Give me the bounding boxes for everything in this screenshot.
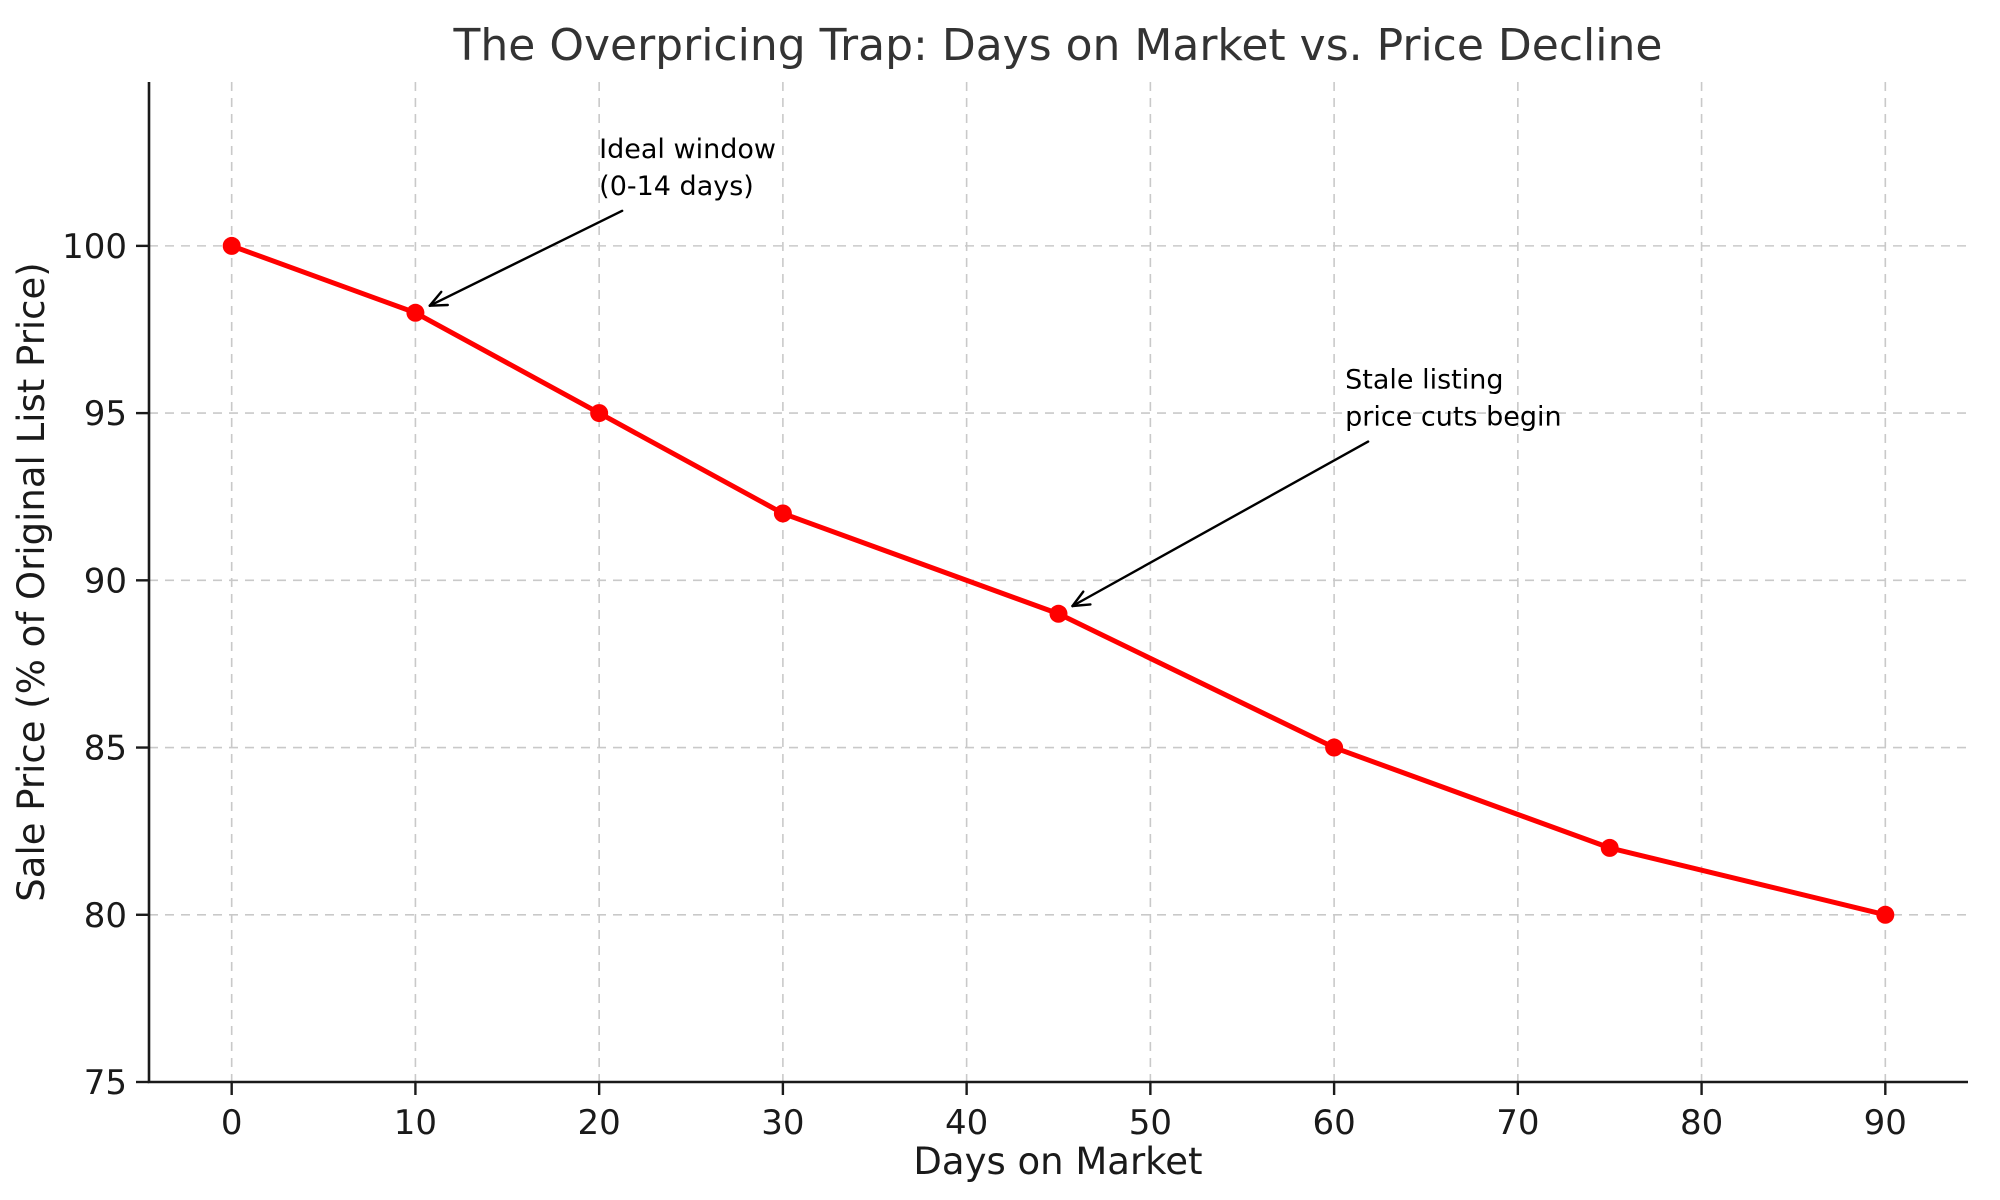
- price-decline-series: [222, 236, 1895, 924]
- annotation-arrow: [428, 209, 624, 307]
- chart-title: The Overpricing Trap: Days on Market vs.…: [453, 20, 1663, 71]
- x-tick-label: 30: [761, 1103, 804, 1143]
- y-tick-label: 75: [84, 1063, 127, 1103]
- x-axis-label: Days on Market: [913, 1140, 1202, 1183]
- data-point: [406, 303, 425, 322]
- y-tick-label: 90: [84, 561, 127, 601]
- annotation-arrow: [1071, 440, 1370, 608]
- x-tick-label: 70: [1496, 1103, 1539, 1143]
- data-point: [1049, 604, 1068, 623]
- annotation-arrowhead: [1071, 603, 1092, 608]
- y-tick-label: 85: [84, 729, 127, 769]
- tick-labels: 0 10 20 30 40 50 60 70 80 90 75 80 85 90 95 100: [62, 227, 1907, 1143]
- x-tick-label: 60: [1312, 1103, 1355, 1143]
- annotation-text: price cuts begin: [1345, 402, 1561, 433]
- annotation-arrowhead: [428, 303, 449, 307]
- x-tick-label: 40: [945, 1103, 988, 1143]
- annotation-text: Ideal window: [599, 134, 776, 165]
- gridlines: [149, 82, 1968, 1083]
- y-tick-label: 100: [62, 227, 127, 267]
- y-axis-label: Sale Price (% of Original List Price): [10, 262, 53, 901]
- annotations: Ideal window (0-14 days) Stale listing pric…: [428, 134, 1562, 608]
- price-line: [229, 243, 1888, 918]
- annotation-text: (0-14 days): [599, 171, 754, 202]
- annotation-arrowhead: [428, 290, 443, 307]
- axes: [136, 82, 1968, 1095]
- x-tick-label: 80: [1680, 1103, 1723, 1143]
- x-tick-label: 10: [394, 1103, 437, 1143]
- data-point: [590, 404, 609, 423]
- x-tick-label: 90: [1864, 1103, 1907, 1143]
- data-point: [1600, 838, 1619, 857]
- x-tick-label: 0: [221, 1103, 243, 1143]
- x-tick-label: 20: [578, 1103, 621, 1143]
- annotation-text: Stale listing: [1345, 365, 1503, 396]
- y-tick-label: 95: [84, 394, 127, 434]
- data-point: [1876, 905, 1895, 924]
- data-point: [222, 236, 241, 255]
- y-tick-label: 80: [84, 896, 127, 936]
- data-point: [1325, 738, 1344, 757]
- x-tick-label: 50: [1129, 1103, 1172, 1143]
- annotation-arrowhead: [1071, 590, 1085, 608]
- data-point: [773, 504, 792, 523]
